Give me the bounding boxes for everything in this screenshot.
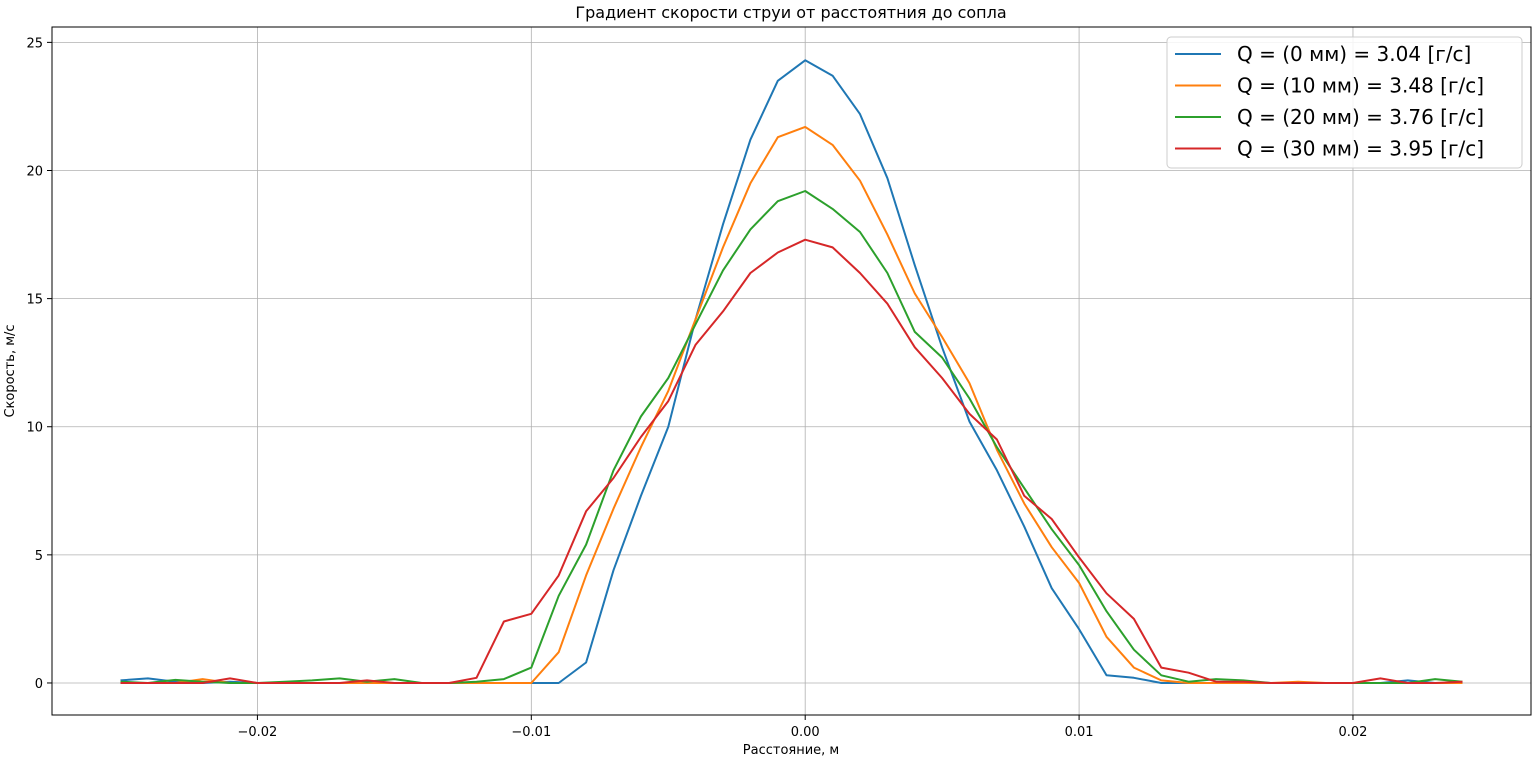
y-tick-label: 25	[26, 36, 43, 51]
y-axis-label: Скорость, м/с	[3, 324, 18, 417]
legend-box	[1166, 36, 1523, 169]
y-tick-label: 15	[26, 293, 43, 308]
series-lines	[120, 59, 1463, 684]
legend: Q = (0 мм) = 3.04 [г/с] Q = (10 мм) = 3.4…	[1166, 36, 1523, 169]
legend-label: Q = (0 мм) = 3.04 [г/с]	[1237, 42, 1471, 66]
x-tick-label: −0.02	[237, 725, 277, 740]
series-line-2	[120, 125, 1463, 684]
x-tick-label: 0.01	[1065, 725, 1094, 740]
series-line-4	[120, 238, 1463, 684]
x-axis-label: Расстояние, м	[743, 743, 839, 758]
chart-title: Градиент скорости струи от расстоятния д…	[575, 3, 1006, 22]
y-tick-label: 0	[35, 677, 43, 692]
y-tick-label: 5	[35, 549, 43, 564]
y-tick-label: 10	[26, 421, 43, 436]
plot-area-frame	[51, 26, 1532, 716]
y-tick-label: 20	[26, 164, 43, 179]
axis-ticks: −0.02 −0.01 0.00 0.01 0.02 0 5 10 15 20 25	[26, 36, 1367, 740]
x-tick-label: 0.02	[1338, 725, 1367, 740]
legend-label: Q = (20 мм) = 3.76 [г/с]	[1237, 105, 1484, 129]
x-tick-label: 0.00	[791, 725, 820, 740]
series-line-3	[120, 190, 1463, 684]
legend-label: Q = (30 мм) = 3.95 [г/с]	[1237, 137, 1484, 161]
x-tick-label: −0.01	[511, 725, 551, 740]
legend-label: Q = (10 мм) = 3.48 [г/с]	[1237, 74, 1484, 98]
